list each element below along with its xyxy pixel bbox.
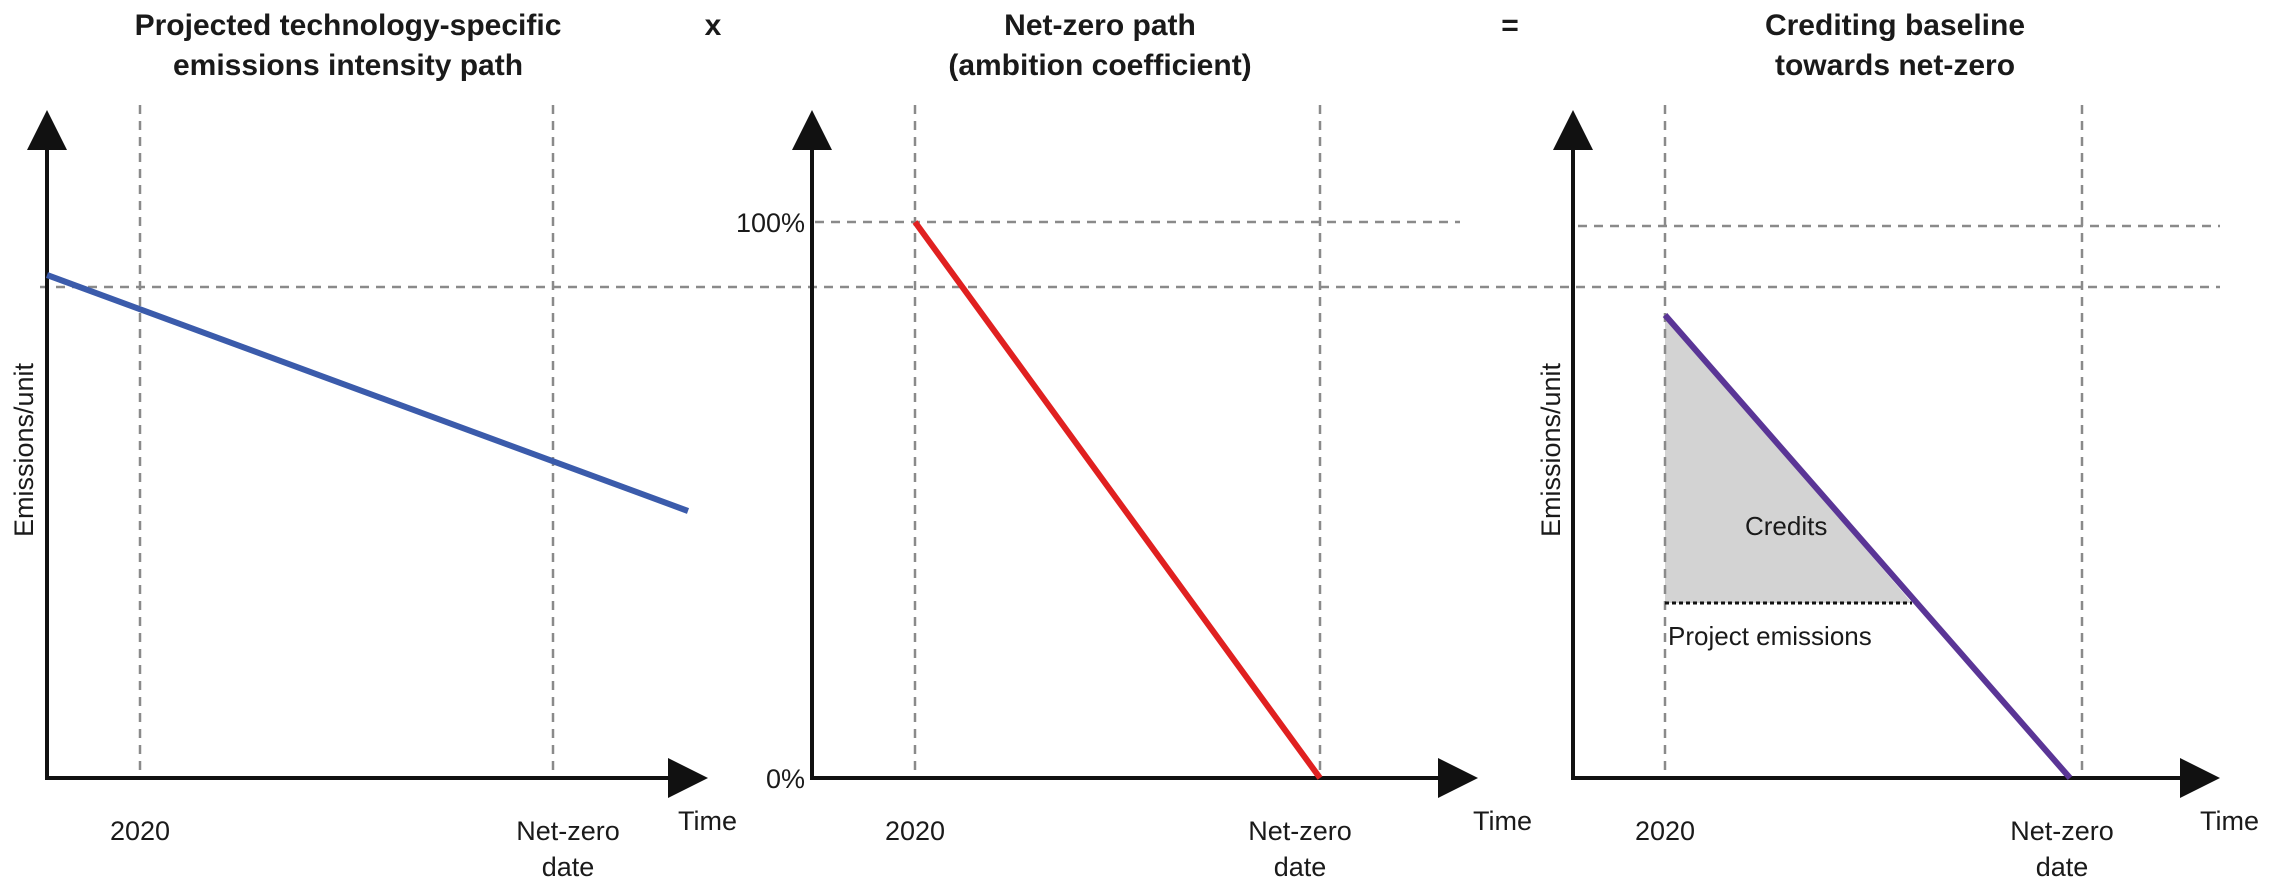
equals-operator: = xyxy=(1501,9,1519,42)
panel3-tick-netzero-line2: date xyxy=(2036,852,2089,882)
panel2-tick-netzero-line1: Net-zero xyxy=(1248,816,1352,846)
panel1-intensity-line xyxy=(45,272,690,514)
panel2-tick-netzero-line2: date xyxy=(1274,852,1327,882)
panel2-title-line1: Net-zero path xyxy=(1004,9,1196,42)
panel3-y-label: Emissions/unit xyxy=(1536,362,1566,537)
panel-crediting-baseline: Crediting baseline towards net-zero Cred… xyxy=(1536,9,2259,882)
panel2-y-tick-0: 0% xyxy=(766,764,805,794)
panel2-y-tick-100: 100% xyxy=(736,208,805,238)
panel1-tick-netzero-line1: Net-zero xyxy=(516,816,620,846)
panel3-tick-2020: 2020 xyxy=(1635,816,1695,846)
panel-projected-intensity: Projected technology-specific emissions … xyxy=(9,9,737,882)
panel3-x-label: Time xyxy=(2200,806,2259,836)
panel3-title-line2: towards net-zero xyxy=(1775,49,2015,82)
project-emissions-label: Project emissions xyxy=(1668,621,1872,651)
panel1-title-line1: Projected technology-specific xyxy=(135,9,562,42)
credits-label: Credits xyxy=(1745,511,1827,541)
panel-net-zero-path: Net-zero path (ambition coefficient) 100… xyxy=(736,9,1532,882)
panel2-title-line2: (ambition coefficient) xyxy=(948,49,1251,82)
panel2-x-label: Time xyxy=(1473,806,1532,836)
panel3-tick-netzero-line1: Net-zero xyxy=(2010,816,2114,846)
panel3-title-line1: Crediting baseline xyxy=(1765,9,2025,42)
panel2-net-zero-line xyxy=(912,220,1323,780)
panel1-tick-netzero-line2: date xyxy=(542,852,595,882)
panel1-y-label: Emissions/unit xyxy=(9,362,39,537)
crediting-baseline-line xyxy=(1662,313,2073,780)
panel1-tick-2020: 2020 xyxy=(110,816,170,846)
panel1-title-line2: emissions intensity path xyxy=(173,49,523,82)
times-operator: x xyxy=(705,9,722,42)
panel1-x-label: Time xyxy=(678,806,737,836)
panel2-tick-2020: 2020 xyxy=(885,816,945,846)
